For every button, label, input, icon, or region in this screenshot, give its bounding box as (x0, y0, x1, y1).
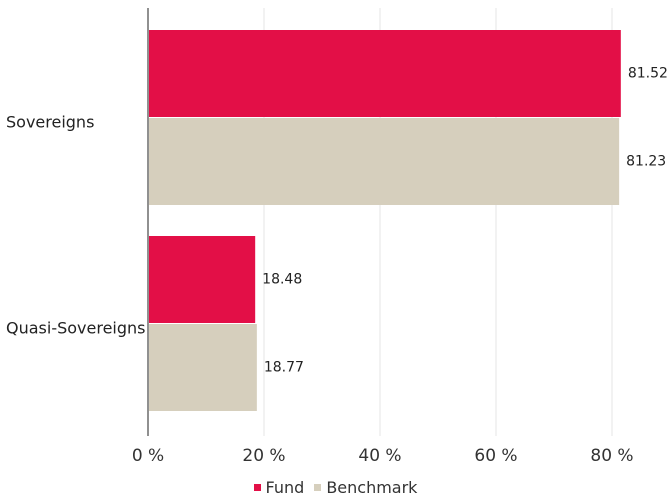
data-label-benchmark-1: 18.77 (264, 360, 304, 376)
data-label-fund-1: 18.48 (262, 272, 302, 288)
x-tick-label-40: 40 % (358, 446, 401, 466)
x-tick-label-20: 20 % (242, 446, 285, 466)
legend-item-fund[interactable]: Fund (253, 477, 305, 497)
bar-benchmark-0[interactable] (149, 118, 620, 205)
category-label-1: Quasi-Sovereigns (6, 319, 146, 338)
x-tick-label-60: 60 % (474, 446, 517, 466)
bar-fund-1[interactable] (149, 236, 256, 323)
bars (149, 30, 621, 411)
x-tick-label-0: 0 % (132, 446, 164, 466)
legend: Fund Benchmark (0, 476, 671, 498)
data-label-benchmark-0: 81.23 (626, 154, 666, 170)
category-label-0: Sovereigns (6, 113, 94, 132)
bar-chart: Sovereigns Quasi-Sovereigns 81.52 81.23 18.… (6, 8, 668, 466)
data-labels: 81.52 81.23 18.48 18.77 (262, 66, 668, 376)
legend-label-benchmark: Benchmark (326, 477, 418, 497)
category-labels: Sovereigns Quasi-Sovereigns (6, 113, 146, 338)
x-tick-labels: 0 % 20 % 40 % 60 % 80 % (132, 446, 634, 466)
bar-benchmark-1[interactable] (149, 324, 257, 411)
legend-swatch-benchmark (314, 483, 322, 491)
legend-item-benchmark[interactable]: Benchmark (314, 478, 417, 497)
data-label-fund-0: 81.52 (628, 66, 668, 82)
x-tick-label-80: 80 % (590, 446, 633, 466)
bar-fund-0[interactable] (149, 30, 621, 117)
legend-swatch-fund (253, 483, 261, 491)
legend-label-fund: Fund (265, 477, 305, 497)
